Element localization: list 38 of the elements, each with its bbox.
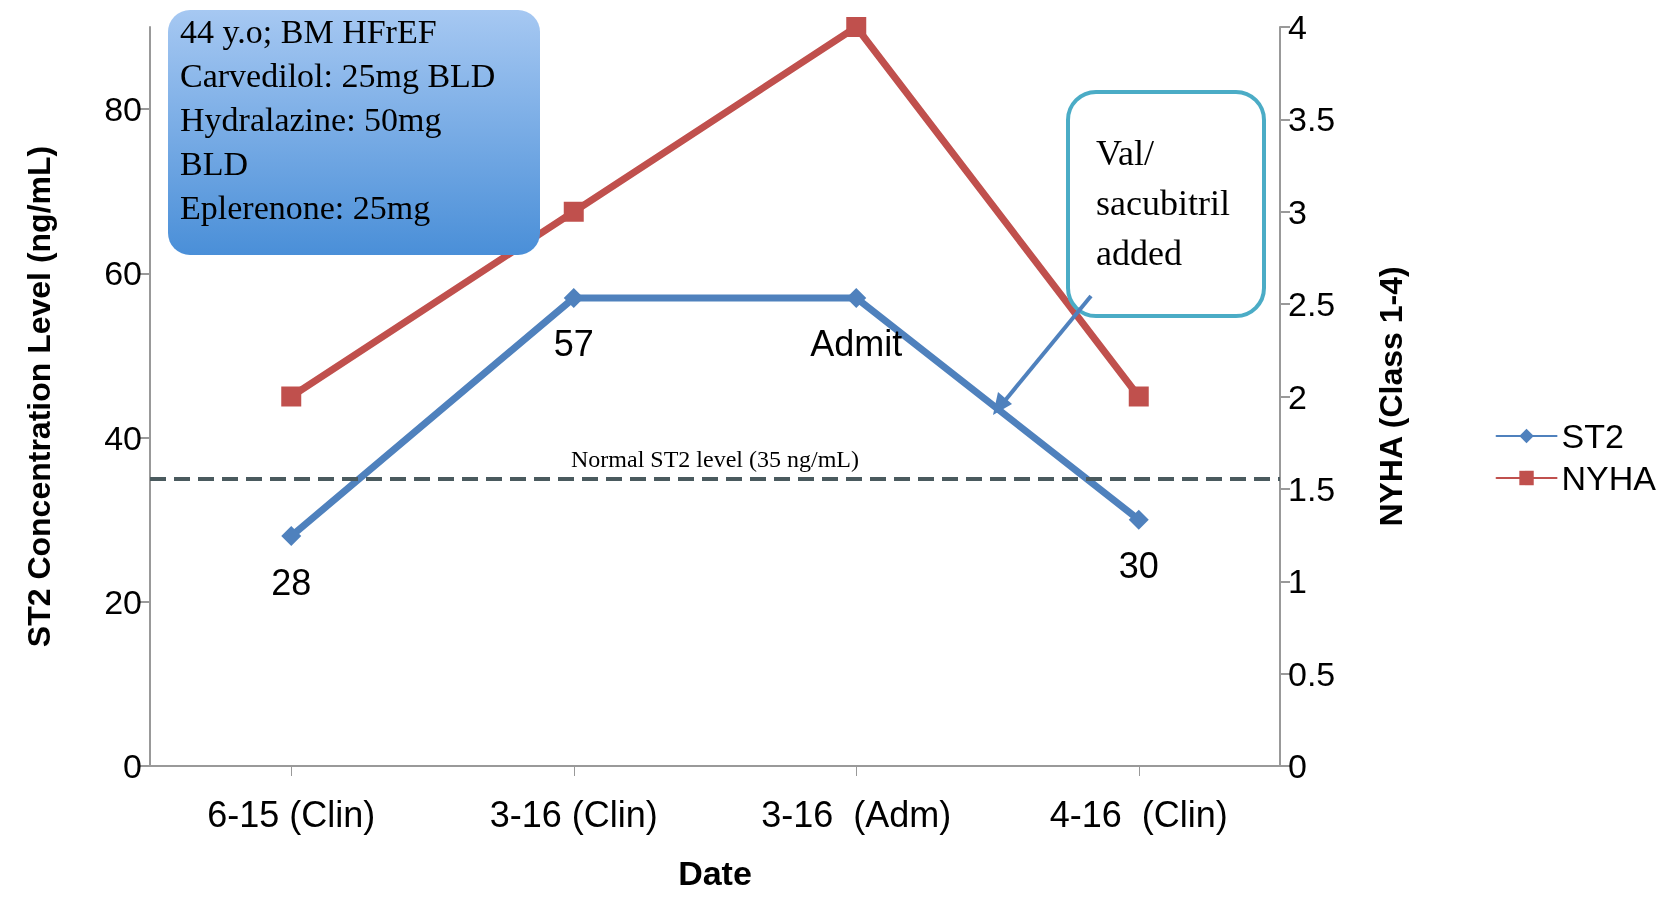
y2-tick-label: 2 bbox=[1288, 377, 1307, 416]
legend-label: ST2 bbox=[1561, 417, 1624, 455]
y2-tick-label: 1 bbox=[1288, 562, 1307, 601]
x-tick-label: 6-15 (Clin) bbox=[207, 793, 376, 835]
y2-tick-label: 0.5 bbox=[1288, 654, 1336, 693]
data-label: 30 bbox=[1118, 545, 1159, 587]
y-axis-title: ST2 Concentration Level (ng/mL) bbox=[21, 145, 57, 648]
y2-tick-label: 1.5 bbox=[1288, 469, 1336, 508]
point bbox=[1128, 509, 1149, 530]
callout-box: Val/ sacubitril added bbox=[1066, 90, 1266, 318]
point bbox=[281, 526, 302, 547]
y-tick-label: 0 bbox=[123, 747, 142, 785]
y2-tick-label: 3.5 bbox=[1288, 100, 1336, 139]
ref-line-label: Normal ST2 level (35 ng/mL) bbox=[571, 445, 859, 472]
x-axis-title: Date bbox=[678, 854, 752, 892]
data-label: 57 bbox=[553, 323, 594, 365]
point bbox=[846, 287, 867, 308]
point bbox=[563, 287, 584, 308]
point bbox=[1128, 386, 1149, 407]
data-label: Admit bbox=[810, 323, 903, 365]
x-tick-label: 3-16 (Clin) bbox=[489, 793, 658, 835]
legend-label: NYHA bbox=[1561, 459, 1657, 497]
x-tick-label: 4-16 (Clin) bbox=[1049, 793, 1228, 835]
y-tick-label: 60 bbox=[104, 254, 142, 293]
y-tick-label: 80 bbox=[104, 90, 142, 129]
y2-axis-title: NYHA (Class 1-4) bbox=[1373, 266, 1409, 527]
y2-tick-label: 4 bbox=[1288, 8, 1307, 46]
callout-box: 44 y.o; BM HFrEF Carvedilol: 25mg BLD Hydralazine: 50mg BLD Eplerenone: 25mg bbox=[168, 10, 540, 255]
y2-tick-label: 2.5 bbox=[1288, 285, 1336, 324]
point bbox=[281, 386, 302, 407]
y2-tick-label: 3 bbox=[1288, 192, 1307, 231]
y-tick-label: 20 bbox=[104, 582, 142, 621]
point bbox=[846, 17, 867, 37]
y2-tick-label: 0 bbox=[1288, 747, 1307, 785]
y-tick-label: 40 bbox=[104, 418, 142, 457]
data-label: 28 bbox=[271, 561, 312, 603]
point bbox=[563, 201, 584, 222]
x-tick-label: 3-16 (Adm) bbox=[761, 793, 952, 835]
